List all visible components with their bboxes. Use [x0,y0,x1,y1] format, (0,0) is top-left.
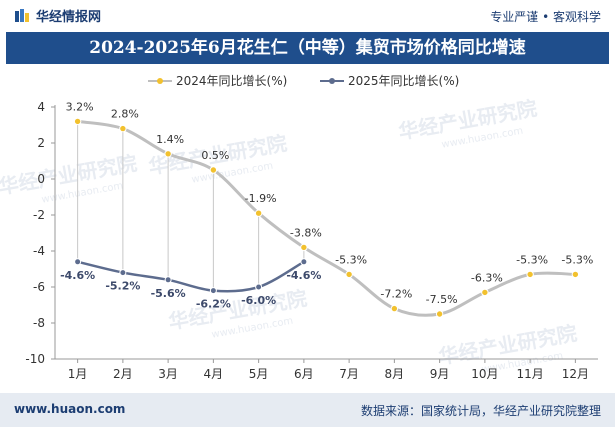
x-tick-label: 7月 [339,367,359,381]
brand-logo-icon [15,8,29,22]
data-label-2024: 3.2% [66,100,94,113]
x-tick-label: 8月 [385,367,405,381]
x-tick-label: 12月 [562,367,589,381]
series-2024-point [526,270,534,279]
footer: www.huaon.com 数据来源：国家统计局，华经产业研究院整理 [0,393,615,427]
series-2024-point [209,166,218,174]
footer-website[interactable]: www.huaon.com [14,402,126,416]
data-label-2025: -6.2% [196,298,231,311]
data-label-2024: -5.3% [335,253,367,266]
x-tick-label: 11月 [516,367,543,381]
data-labels: 3.2% 2.8% 1.4% 0.5% -1.9% -3.8% -5.3% -7.2% -7.5… [60,100,593,310]
tagline: 专业严谨 • 客观科学 [490,10,601,24]
x-tick-label: 6月 [294,367,314,381]
x-tick-label: 10月 [471,367,498,381]
legend-label-2025: 2025年同比增长(%) [348,74,459,88]
series-2025-line [77,260,305,293]
series-2024-point [481,288,489,297]
data-label-2024: 0.5% [201,149,229,162]
axes: 4 2 0 -2 -4 -6 -8 -10 1月 2月 3月 4月 5月 6月 7月 8月 9月 10月 11月 12… [25,100,598,381]
x-tick-label: 5月 [249,367,269,381]
data-label-2024: -7.2% [380,288,412,301]
legend-marker-2025 [329,78,335,84]
y-tick-label: -4 [33,244,45,258]
series-2024-point [390,304,399,313]
brand[interactable]: 华经情报网 [14,6,101,25]
data-label-2024: 1.4% [156,133,184,146]
series-2024-point [435,310,444,318]
x-tick-label: 2月 [113,367,133,381]
y-tick-label: -10 [25,352,45,366]
series-2025-point [119,269,127,277]
series-2024-point [73,117,82,126]
y-tick-label: 2 [37,136,45,150]
data-label-2025: -4.6% [60,269,95,282]
data-label-2024: -3.8% [290,226,322,239]
y-tick-label: -8 [33,316,45,330]
y-tick-label: 0 [37,172,45,186]
x-tick-label: 9月 [430,367,450,381]
series-2024-point [164,150,172,158]
data-label-2024: 2.8% [111,108,139,121]
series-2024-line [77,119,576,317]
data-label-2025: -5.6% [151,287,186,300]
data-label-2025: -4.6% [286,269,321,282]
top-bar: 华经情报网 专业严谨 • 客观科学 [0,0,615,30]
series-2025-point [74,258,82,266]
series-2025-point [209,287,217,295]
series-2024-point [345,270,353,279]
legend-marker-2024 [157,78,163,84]
series-2025-point [255,283,263,291]
series-2025-point [300,258,308,266]
y-tick-label: -6 [33,280,45,294]
x-tick-label: 3月 [158,367,178,381]
data-label-2024: -1.9% [245,192,277,205]
legend: 2024年同比增长(%) 2025年同比增长(%) [148,74,459,88]
data-label-2024: -5.3% [516,253,548,266]
series-2025-point [164,276,172,284]
series-2024-point [300,243,308,252]
data-label-2025: -6.0% [241,294,276,307]
data-label-2024: -7.5% [426,293,458,306]
data-label-2024: -5.3% [561,253,593,266]
legend-label-2024: 2024年同比增长(%) [176,74,287,88]
y-tick-label: 4 [37,100,45,114]
series-2024-point [571,270,580,279]
series-2024-point [119,124,127,133]
x-tick-label: 4月 [204,367,224,381]
line-chart: 华经产业研究院www.huaon.com华经产业研究院www.huaon.com… [0,74,598,381]
x-tick-label: 1月 [68,367,88,381]
data-label-2024: -6.3% [471,271,503,284]
footer-source: 数据来源：国家统计局，华经产业研究院整理 [360,404,601,418]
drop-lines [77,121,305,291]
chart-title: 2024-2025年6月花生仁（中等）集贸市场价格同比增速 [6,32,609,64]
data-label-2025: -5.2% [105,280,140,293]
y-tick-label: -2 [33,208,45,222]
series [73,117,580,318]
brand-name: 华经情报网 [36,10,102,25]
series-2024-point [254,209,263,217]
